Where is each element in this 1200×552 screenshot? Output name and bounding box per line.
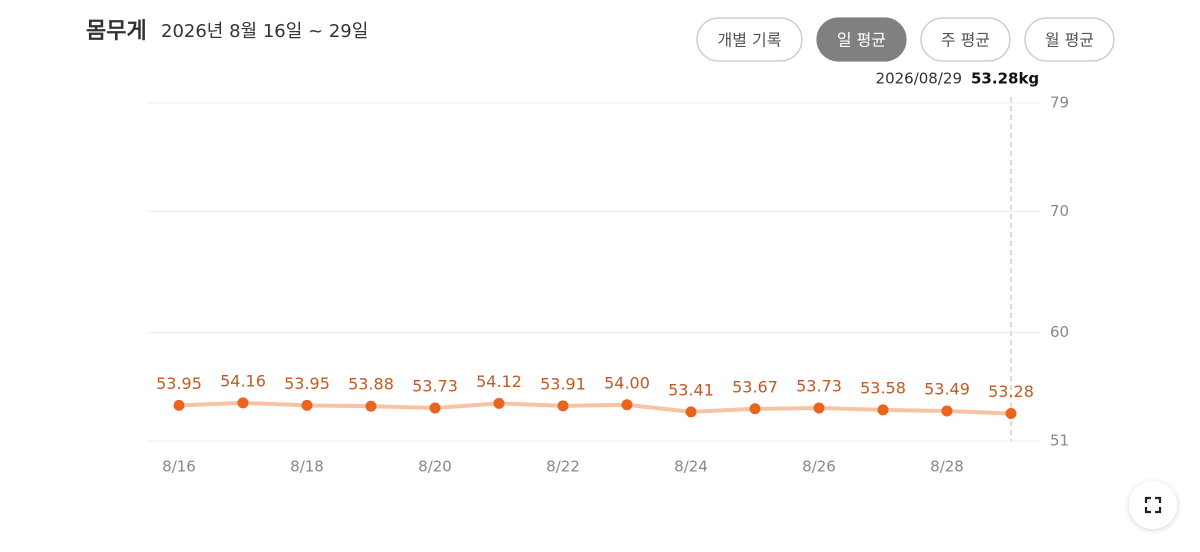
button-bg[interactable] bbox=[920, 17, 1011, 62]
point bbox=[557, 400, 569, 412]
point bbox=[493, 397, 505, 409]
x-tick-label: 8/26 bbox=[802, 458, 836, 476]
point bbox=[877, 404, 889, 416]
point bbox=[1005, 407, 1017, 419]
button-label[interactable]: 월 평균 bbox=[1045, 31, 1094, 50]
point bbox=[941, 405, 953, 417]
filter-button[interactable]: 일 평균 bbox=[816, 17, 907, 62]
tooltip-value: 53.28kg bbox=[971, 70, 1039, 88]
data-label: 53.88 bbox=[348, 375, 394, 394]
button-bg[interactable] bbox=[1024, 17, 1115, 62]
fullscreen-icon[interactable] bbox=[1144, 496, 1162, 514]
point bbox=[237, 397, 249, 409]
point bbox=[685, 406, 697, 418]
data-label: 53.41 bbox=[668, 380, 714, 399]
data-label: 53.67 bbox=[732, 377, 778, 396]
data-label: 54.12 bbox=[476, 372, 522, 391]
x-tick-label: 8/22 bbox=[546, 458, 580, 476]
filter-button[interactable]: 월 평균 bbox=[1024, 17, 1115, 62]
tooltip-date: 2026/08/29 bbox=[876, 70, 962, 88]
point bbox=[749, 403, 761, 415]
point bbox=[173, 399, 185, 411]
x-tick-label: 8/28 bbox=[930, 458, 964, 476]
point bbox=[429, 402, 441, 414]
point bbox=[621, 399, 633, 411]
button-bg[interactable] bbox=[696, 17, 803, 62]
line bbox=[178, 400, 1012, 416]
filter-button[interactable]: 주 평균 bbox=[920, 17, 1011, 62]
data-label: 53.91 bbox=[540, 374, 586, 393]
subtitle: 2026년 8월 16일 ~ 29일 bbox=[161, 21, 368, 42]
fullscreen-bg[interactable] bbox=[1129, 481, 1177, 529]
point bbox=[301, 399, 313, 411]
x-tick-label: 8/18 bbox=[290, 458, 324, 476]
x-tick-label: 8/16 bbox=[162, 458, 196, 476]
data-label: 53.73 bbox=[412, 377, 458, 396]
y-tick-label: 70 bbox=[1050, 202, 1069, 220]
button-label[interactable]: 주 평균 bbox=[941, 31, 990, 50]
fullscreen-button[interactable] bbox=[1129, 481, 1177, 529]
title: 몸무게 bbox=[86, 19, 147, 44]
button-bg[interactable] bbox=[816, 17, 907, 62]
data-label: 53.58 bbox=[860, 378, 906, 397]
point bbox=[365, 400, 377, 412]
x-tick-label: 8/24 bbox=[674, 458, 708, 476]
y-tick-label: 51 bbox=[1050, 432, 1069, 450]
data-label: 53.95 bbox=[156, 374, 202, 393]
button-label[interactable]: 개별 기록 bbox=[718, 31, 782, 50]
point bbox=[813, 402, 825, 414]
button-label[interactable]: 일 평균 bbox=[837, 31, 886, 50]
x-tick-label: 8/20 bbox=[418, 458, 452, 476]
y-tick-label: 60 bbox=[1050, 323, 1069, 341]
data-label: 53.28 bbox=[988, 382, 1034, 401]
data-label: 53.73 bbox=[796, 377, 842, 396]
data-label: 54.16 bbox=[220, 371, 266, 390]
filter-button[interactable]: 개별 기록 bbox=[696, 17, 803, 62]
data-label: 53.49 bbox=[924, 379, 970, 398]
y-tick-label: 79 bbox=[1050, 94, 1069, 112]
data-label: 53.95 bbox=[284, 374, 330, 393]
data-label: 54.00 bbox=[604, 373, 650, 392]
